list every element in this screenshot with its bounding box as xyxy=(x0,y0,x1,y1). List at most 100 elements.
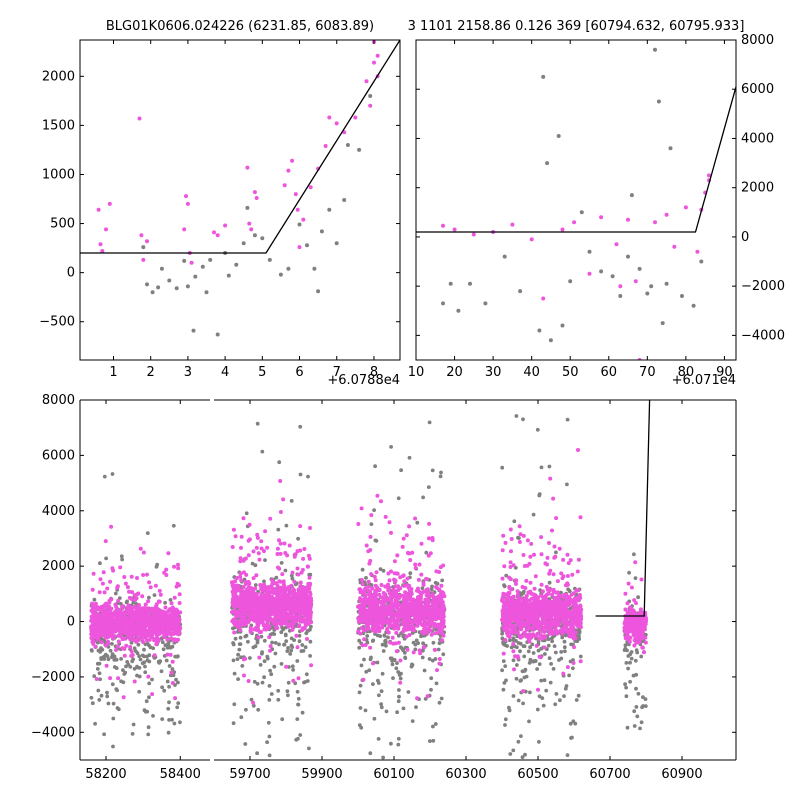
cluster1-grey-point-369 xyxy=(296,696,301,701)
cluster2-magenta-point-766 xyxy=(417,648,422,653)
cluster0-grey-point-275 xyxy=(102,474,107,479)
cluster1-grey-point-336 xyxy=(265,654,270,659)
cluster2-grey-point-303 xyxy=(391,676,395,680)
cluster0-magenta-point-854 xyxy=(176,620,181,625)
cluster0-magenta-point-856 xyxy=(89,628,94,633)
cluster0-magenta-point-777 xyxy=(125,608,130,613)
cluster3-magenta-point-406 xyxy=(528,580,533,585)
cluster1-magenta-point-870 xyxy=(300,626,305,631)
cluster3-grey-point-322 xyxy=(519,734,523,738)
cluster2-grey-point-80 xyxy=(414,705,418,709)
panel1-grey-point-20 xyxy=(252,233,257,238)
cluster1-magenta-point-786 xyxy=(261,592,266,597)
cluster3-grey-point-279 xyxy=(565,482,569,487)
cluster3-grey-point-312 xyxy=(574,698,579,702)
cluster0-magenta-point-191 xyxy=(137,603,141,607)
panel1-magenta-point-17 xyxy=(245,165,250,170)
cluster2-magenta-point-704 xyxy=(398,680,403,685)
cluster0-magenta-point-899 xyxy=(89,624,94,629)
cluster2-magenta-point-546 xyxy=(417,562,422,567)
cluster1-magenta-point-65 xyxy=(278,479,283,483)
cluster1-grey-point-366 xyxy=(239,715,244,720)
cluster1-grey-point-39 xyxy=(248,656,252,660)
cluster1-magenta-point-599 xyxy=(292,579,297,584)
cluster1-magenta-point-897 xyxy=(267,624,272,629)
cluster2-magenta-point-856 xyxy=(410,550,415,555)
cluster2-grey-point-10 xyxy=(439,696,444,701)
panel1-grey-point-8 xyxy=(185,284,190,289)
cluster1-grey-point-51 xyxy=(291,668,295,672)
cluster2-grey-point-338 xyxy=(372,508,376,512)
panel2-x-tick-label: 20 xyxy=(446,365,463,380)
cluster0-grey-point-296 xyxy=(92,597,97,602)
cluster2-magenta-point-831 xyxy=(373,614,378,619)
cluster2-magenta-point-847 xyxy=(440,603,445,608)
cluster0-magenta-point-458 xyxy=(157,588,162,593)
cluster1-grey-point-64 xyxy=(270,640,274,645)
cluster1-grey-point-90 xyxy=(269,672,274,677)
cluster0-magenta-point-49 xyxy=(148,585,153,590)
cluster2-grey-point-337 xyxy=(398,676,403,681)
cluster3-grey-point-213 xyxy=(522,675,527,680)
cluster1-magenta-point-189 xyxy=(290,570,295,575)
cluster3-grey-point-1 xyxy=(548,680,553,685)
cluster0-magenta-point-248 xyxy=(150,692,155,697)
cluster1-magenta-point-547 xyxy=(301,556,306,561)
cluster0-grey-point-363 xyxy=(160,640,165,645)
cluster0-magenta-point-565 xyxy=(126,630,130,635)
cluster1-grey-point-392 xyxy=(265,740,269,745)
cluster0-magenta-point-320 xyxy=(109,597,114,602)
cluster0-magenta-point-846 xyxy=(128,605,133,610)
cluster2-grey-point-116 xyxy=(379,702,383,706)
cluster1-magenta-point-854 xyxy=(262,598,267,603)
cluster1-grey-point-202 xyxy=(286,680,291,685)
cluster0-magenta-point-890 xyxy=(145,606,150,611)
cluster0-magenta-point-876 xyxy=(144,610,149,615)
cluster1-grey-point-233 xyxy=(308,572,313,577)
cluster3-grey-point-396 xyxy=(512,519,517,524)
cluster2-magenta-point-386 xyxy=(364,543,369,548)
cluster1-magenta-point-760 xyxy=(255,532,260,537)
cluster0-grey-point-188 xyxy=(143,664,147,669)
panel2-grey-point-30 xyxy=(691,303,696,308)
cluster2-magenta-point-863 xyxy=(381,603,385,608)
cluster2-magenta-point-834 xyxy=(368,599,373,604)
cluster0-magenta-point-721 xyxy=(101,633,106,637)
cluster2-magenta-point-287 xyxy=(359,506,364,511)
panel2-magenta-point-2 xyxy=(471,232,476,237)
cluster0-magenta-point-807 xyxy=(102,603,107,608)
cluster2-grey-point-58 xyxy=(376,678,380,683)
cluster2-magenta-point-858 xyxy=(384,620,389,625)
cluster2-magenta-point-838 xyxy=(401,629,406,634)
cluster0-grey-point-374 xyxy=(104,556,108,561)
cluster1-magenta-point-754 xyxy=(268,516,273,521)
cluster2-grey-point-108 xyxy=(380,642,385,647)
panel2-grey-point-26 xyxy=(660,321,665,326)
cluster2-grey-point-157 xyxy=(382,634,387,638)
cluster0-grey-point-386 xyxy=(165,679,170,684)
cluster3-grey-point-391 xyxy=(508,638,512,643)
panel2-grey-point-11 xyxy=(556,134,561,138)
cluster0-magenta-point-349 xyxy=(115,644,120,649)
panel1-magenta-point-27 xyxy=(297,245,302,250)
cluster2-magenta-point-793 xyxy=(362,599,367,604)
panel2-magenta-point-16 xyxy=(653,220,657,225)
cluster0-magenta-point-472 xyxy=(129,649,134,654)
panel1-magenta-point-4 xyxy=(107,201,112,206)
cluster1-grey-point-193 xyxy=(307,746,311,751)
cluster3-grey-point-208 xyxy=(526,649,531,654)
cluster1-magenta-point-875 xyxy=(300,607,305,612)
cluster0-grey-point-154 xyxy=(151,714,155,718)
cluster3-grey-point-352 xyxy=(535,707,540,712)
cluster0-magenta-point-886 xyxy=(99,626,104,631)
cluster0-magenta-point-546 xyxy=(155,639,160,644)
cluster3-grey-point-270 xyxy=(543,652,547,656)
cluster1-magenta-point-790 xyxy=(234,601,239,605)
cluster0-grey-point-285 xyxy=(137,654,142,658)
cluster0-grey-point-304 xyxy=(145,654,149,659)
cluster1-magenta-point-588 xyxy=(276,565,280,570)
cluster0-grey-point-125 xyxy=(147,659,152,664)
cluster2-magenta-point-454 xyxy=(380,625,385,630)
panel1-grey-point-32 xyxy=(342,198,347,202)
panel2-grey-point-4 xyxy=(483,301,488,306)
